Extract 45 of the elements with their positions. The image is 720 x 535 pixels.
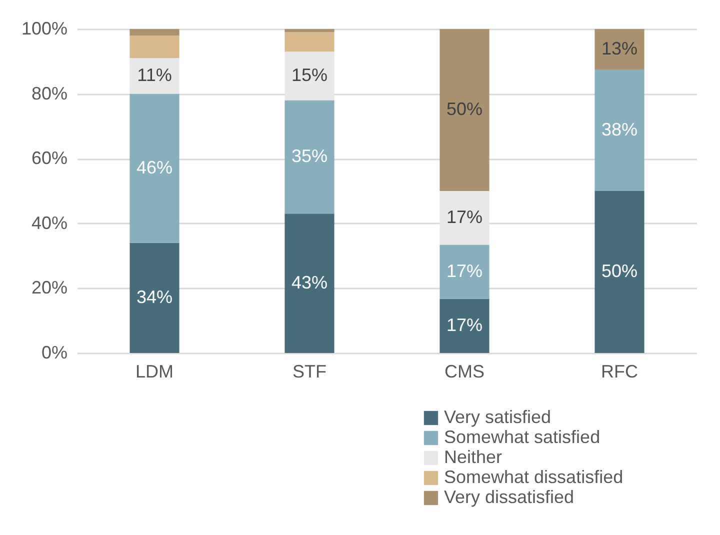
y-tick-label: 40% xyxy=(31,212,68,233)
data-label: 38% xyxy=(601,119,638,140)
legend-label: Neither xyxy=(444,447,502,467)
y-tick-label: 0% xyxy=(41,342,68,362)
data-label: 35% xyxy=(291,146,328,166)
bar xyxy=(130,94,180,243)
data-label: 50% xyxy=(446,99,483,119)
x-tick-label: CMS xyxy=(444,362,484,382)
bar xyxy=(594,191,644,353)
bar xyxy=(440,298,490,353)
y-tick-label: 100% xyxy=(21,18,68,38)
bar xyxy=(440,191,490,245)
legend-label: Very dissatisfied xyxy=(444,487,574,507)
x-tick-label: RFC xyxy=(601,362,638,382)
data-label: 46% xyxy=(136,157,173,178)
bar xyxy=(594,29,644,70)
bar xyxy=(284,100,334,214)
data-label: 17% xyxy=(446,260,483,281)
legend-label: Somewhat dissatisfied xyxy=(444,467,624,487)
data-label: 17% xyxy=(446,206,483,227)
y-tick-label: 80% xyxy=(31,83,68,104)
bar xyxy=(594,70,644,191)
data-label: 13% xyxy=(601,38,638,58)
bar xyxy=(284,52,334,100)
legend-label: Very satisfied xyxy=(444,407,552,427)
x-tick-label: STF xyxy=(292,362,326,382)
legend-label: Somewhat satisfied xyxy=(444,427,600,447)
data-label: 34% xyxy=(136,286,173,307)
bar xyxy=(130,58,180,94)
data-label: 43% xyxy=(291,272,328,292)
data-label: 17% xyxy=(446,314,483,335)
data-label: 15% xyxy=(291,64,328,85)
y-tick-label: 60% xyxy=(31,148,68,168)
bar xyxy=(440,244,490,299)
data-label: 50% xyxy=(601,261,638,281)
x-tick-label: LDM xyxy=(135,362,174,382)
y-tick-label: 20% xyxy=(31,278,68,298)
bar xyxy=(284,29,334,32)
bar xyxy=(440,29,490,191)
bar xyxy=(130,242,180,353)
bar xyxy=(130,29,180,36)
bar xyxy=(284,214,334,353)
bar xyxy=(130,35,180,58)
data-label: 11% xyxy=(137,64,172,85)
bar xyxy=(284,32,334,52)
